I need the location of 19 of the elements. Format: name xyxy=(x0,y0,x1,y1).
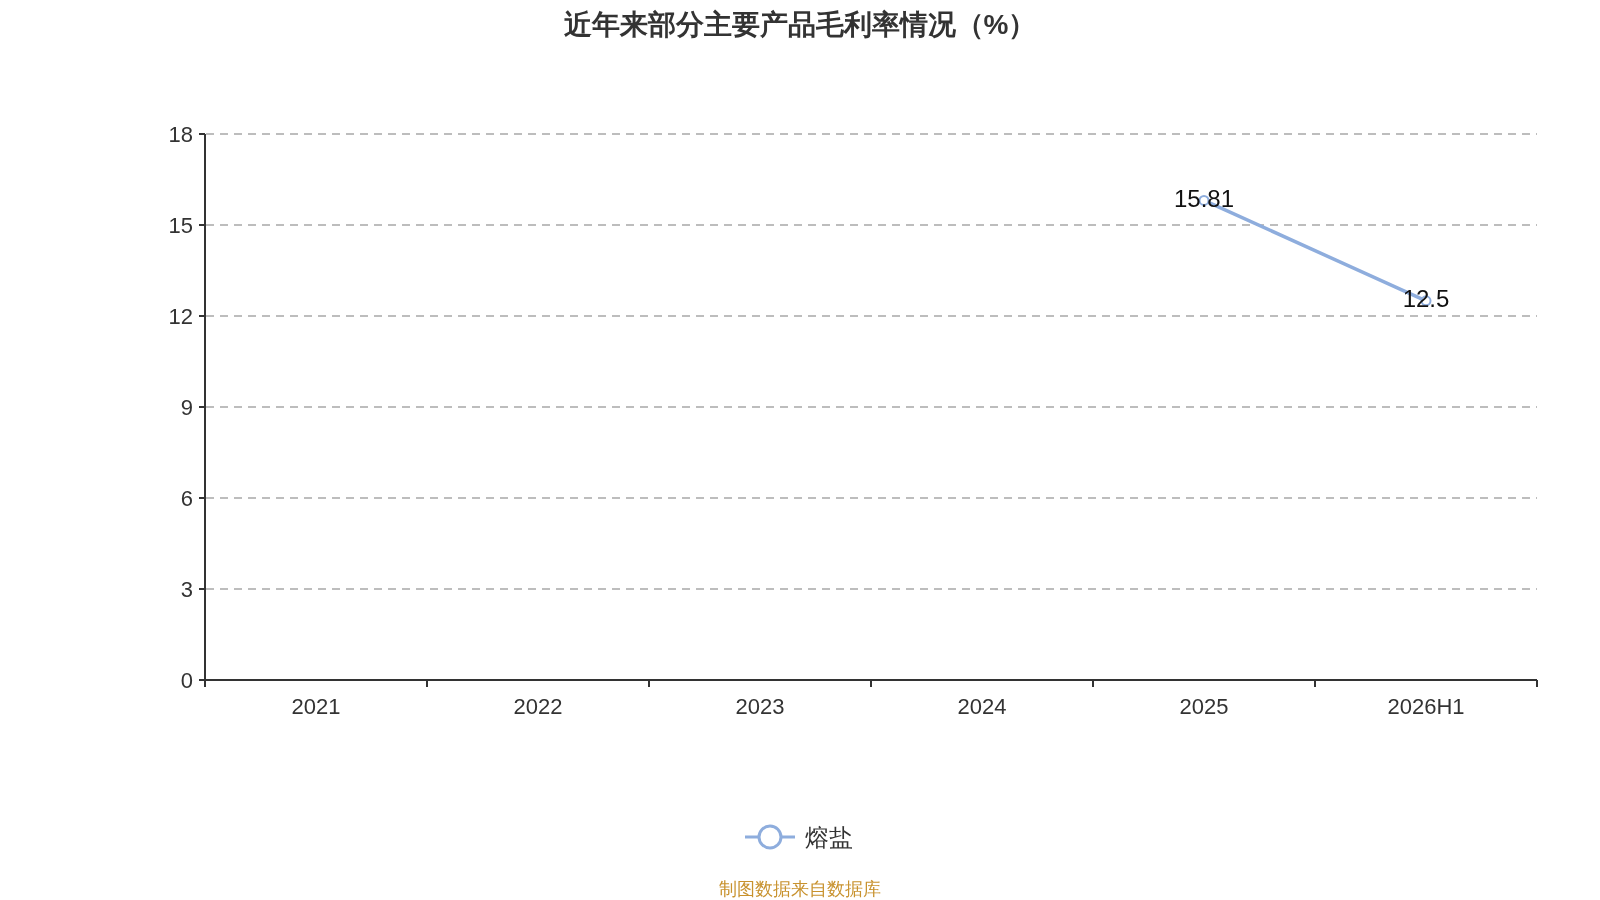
data-label: 12.5 xyxy=(1402,285,1450,313)
x-tick-label: 2024 xyxy=(957,693,1007,719)
chart-title: 近年来部分主要产品毛利率情况（%） xyxy=(563,8,1037,40)
legend-label: 熔盐 xyxy=(805,823,853,851)
y-tick-label: 15 xyxy=(168,212,193,238)
y-tick-label: 18 xyxy=(168,121,193,147)
x-tick-label: 2026H1 xyxy=(1387,693,1465,719)
y-tick-label: 6 xyxy=(180,485,193,511)
y-tick-label: 0 xyxy=(180,667,193,693)
y-tick-label: 3 xyxy=(180,576,193,602)
y-tick-label: 9 xyxy=(180,394,193,420)
data-label: 15.81 xyxy=(1173,184,1235,212)
y-tick-label: 12 xyxy=(168,303,193,329)
legend: 熔盐 xyxy=(745,823,853,851)
x-tick-label: 2023 xyxy=(735,693,785,719)
x-tick-label: 2022 xyxy=(513,693,563,719)
x-tick-label: 2021 xyxy=(291,693,341,719)
text: 制图数据来自数据库 xyxy=(719,879,881,899)
x-tick-label: 2025 xyxy=(1179,693,1229,719)
